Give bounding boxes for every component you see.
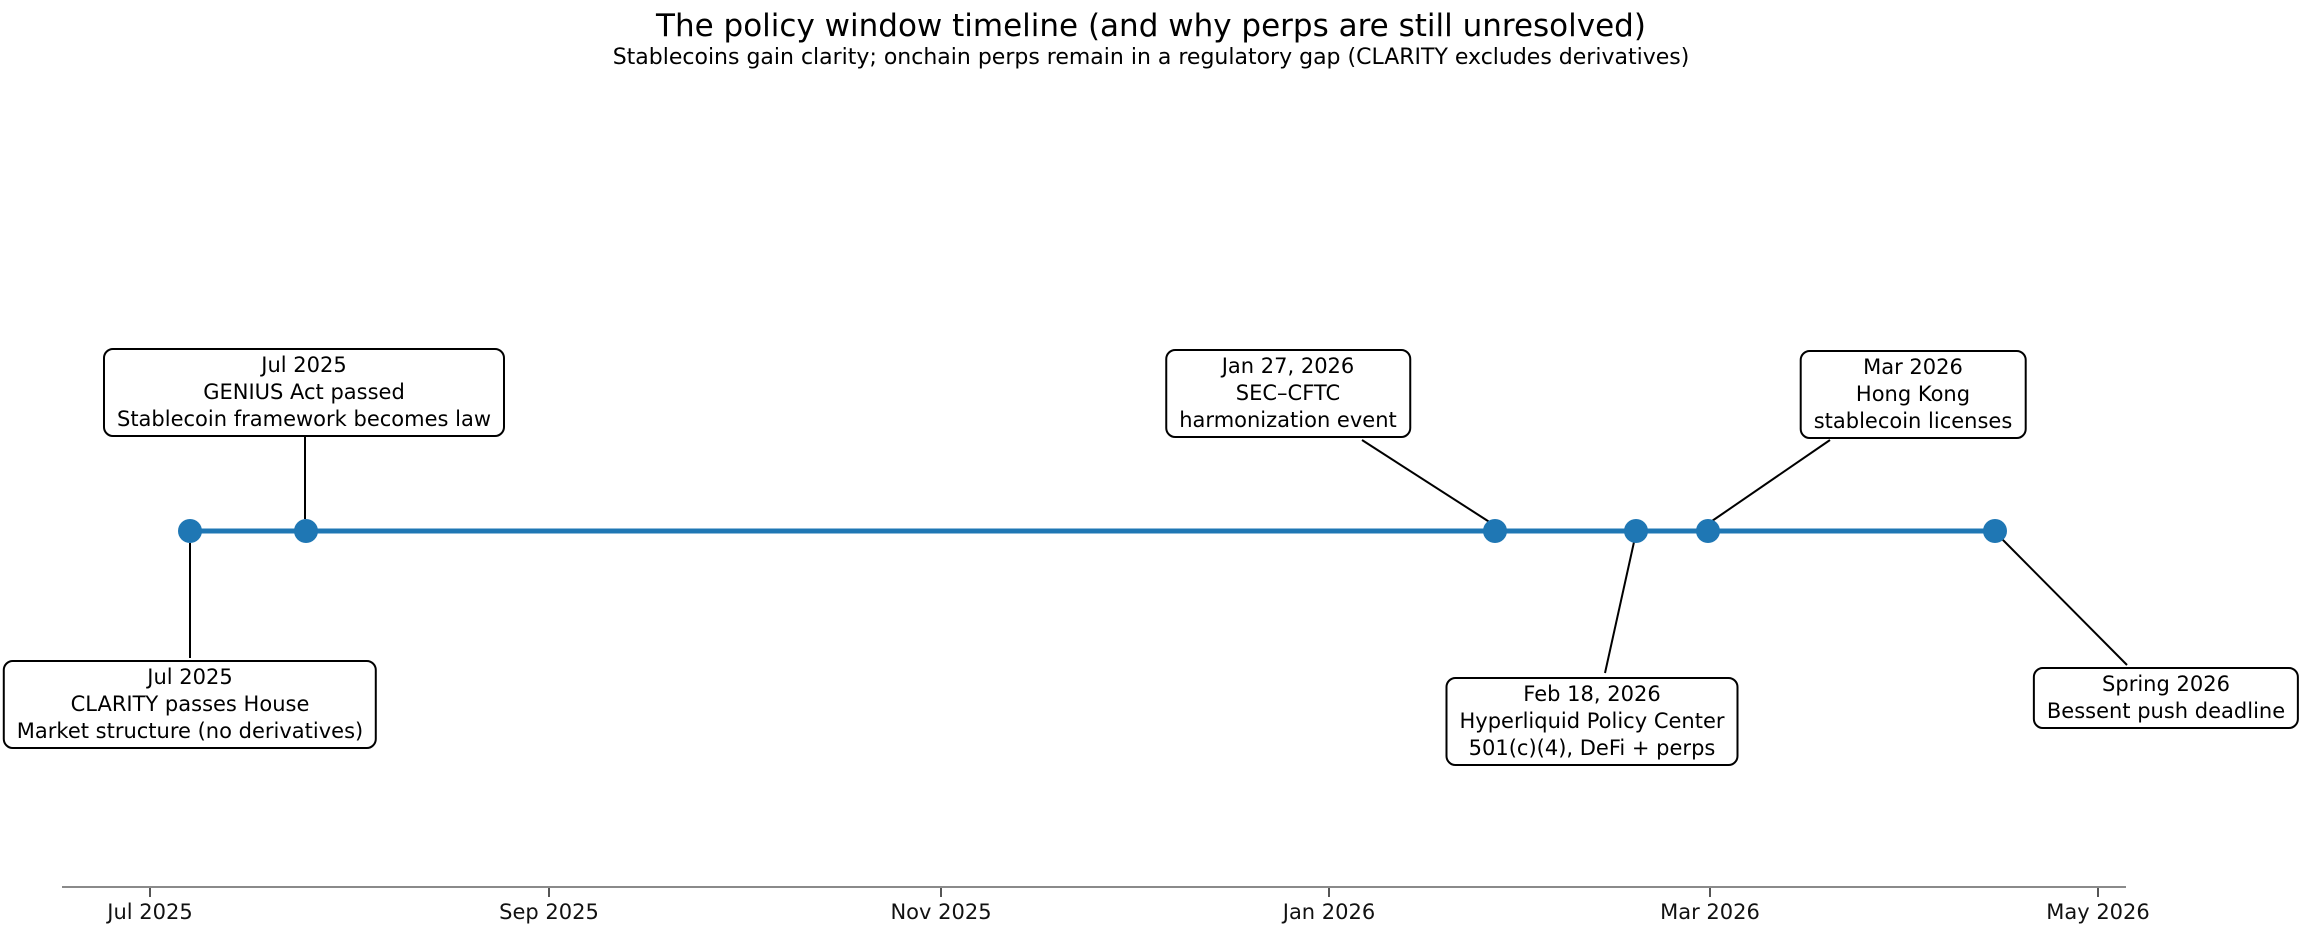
chart-subtitle: Stablecoins gain clarity; onchain perps … [612,45,1690,70]
timeline-marker [1983,519,2007,543]
x-tick-label: Sep 2025 [499,900,599,924]
chart-title: The policy window timeline (and why perp… [656,8,1646,44]
event-text: CLARITY passes House [70,692,310,716]
event-annotation-bessent: Spring 2026 Bessent push deadline [2032,667,2300,729]
x-tick-mark [1709,888,1711,897]
leader-line [1604,541,1635,674]
x-tick-mark [1328,888,1330,897]
x-tick-label: Nov 2025 [890,900,992,924]
event-text: SEC–CFTC [1235,381,1341,405]
event-text: GENIUS Act passed [203,380,405,404]
event-annotation-hong-kong: Mar 2026 Hong Kong stablecoin licenses [1799,350,2027,439]
event-text: Market structure (no derivatives) [16,719,364,743]
leader-line [1711,439,1831,522]
event-text: Bessent push deadline [2046,699,2286,723]
x-axis-spine [62,886,2126,888]
event-annotation-hyperliquid: Feb 18, 2026 Hyperliquid Policy Center 5… [1445,677,1739,766]
event-text: stablecoin licenses [1813,409,2013,433]
event-date: Jul 2025 [147,665,233,689]
timeline-marker [178,519,202,543]
event-text: Stablecoin framework becomes law [116,407,492,431]
x-tick-label: Jan 2026 [1282,900,1376,924]
event-date: Jul 2025 [261,353,347,377]
x-tick-label: May 2026 [2046,900,2150,924]
event-text: Hong Kong [1855,382,1971,406]
x-tick-mark [149,888,151,897]
leader-line [1361,439,1492,524]
x-tick-label: Mar 2026 [1660,900,1760,924]
x-tick-mark [940,888,942,897]
timeline-marker [1483,519,1507,543]
event-annotation-sec-cftc: Jan 27, 2026 SEC–CFTC harmonization even… [1165,349,1411,438]
timeline-marker [1696,519,1720,543]
event-text: Hyperliquid Policy Center [1459,709,1725,733]
timeline-marker [1624,519,1648,543]
event-date: Spring 2026 [2102,672,2230,696]
timeline-marker [294,519,318,543]
event-date: Jan 27, 2026 [1221,354,1355,378]
x-tick-label: Jul 2025 [107,900,193,924]
event-annotation-clarity-house: Jul 2025 CLARITY passes House Market str… [2,660,378,749]
x-tick-mark [548,888,550,897]
leader-line [2001,538,2128,666]
event-date: Mar 2026 [1863,355,1963,379]
event-text: 501(c)(4), DeFi + perps [1468,736,1716,760]
event-annotation-genius-act: Jul 2025 GENIUS Act passed Stablecoin fr… [102,348,506,437]
event-text: harmonization event [1179,408,1397,432]
event-date: Feb 18, 2026 [1523,682,1661,706]
x-tick-mark [2097,888,2099,897]
